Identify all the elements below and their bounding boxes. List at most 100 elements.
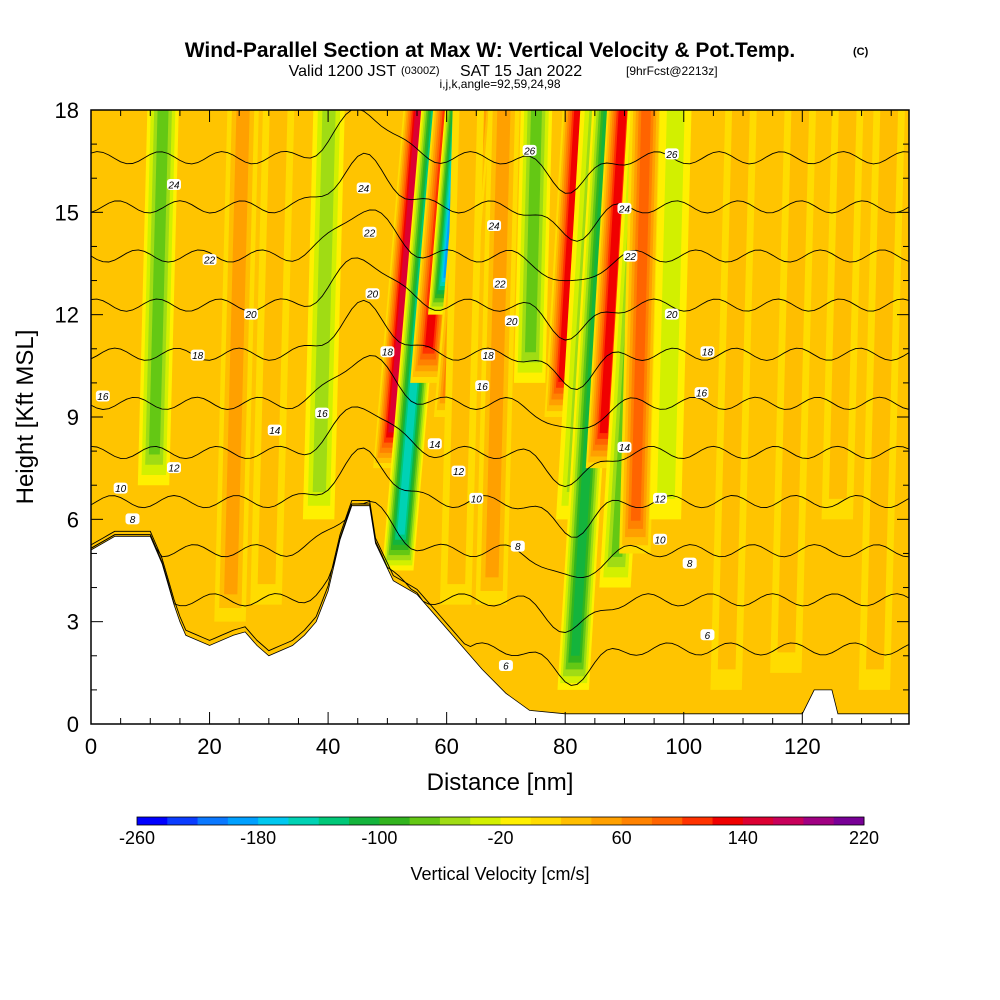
colorbar-swatch: [349, 817, 380, 825]
theta-contour: [91, 406, 909, 487]
plot-area: 24 22 20 18 16 16 14 12 10 8 24 22 20 18 24 22 20 18 16 14 1…: [91, 110, 909, 724]
svg-text:18: 18: [483, 351, 495, 362]
theta-contour: [91, 355, 909, 430]
y-axis: 0 3 6 9 12 15 18: [55, 98, 909, 737]
contour-label: 18: [380, 346, 395, 359]
velocity-band: [865, 110, 899, 670]
svg-text:8: 8: [130, 515, 136, 526]
contour-label: 6: [700, 629, 715, 642]
svg-text:26: 26: [665, 150, 678, 161]
svg-text:24: 24: [488, 221, 501, 232]
contour-label: 18: [481, 349, 496, 362]
contour-label: 10: [469, 492, 484, 505]
contour-label: 24: [617, 202, 632, 215]
velocity-band: [224, 110, 250, 595]
colorbar-swatch: [621, 817, 653, 825]
colorbar-label: 140: [728, 828, 758, 848]
contour-label: 22: [623, 250, 638, 263]
theta-contour: [91, 209, 909, 282]
contour-label: 22: [493, 277, 507, 290]
svg-text:10: 10: [654, 535, 666, 546]
vertical-velocity-field: [137, 110, 905, 690]
colorbar-swatch: [833, 817, 865, 825]
svg-text:12: 12: [654, 494, 666, 505]
contour-label: 24: [487, 219, 502, 232]
contour-label: 14: [267, 424, 282, 437]
colorbar-swatch: [137, 817, 168, 825]
contour-label: 8: [125, 513, 140, 526]
colorbar-swatch: [682, 817, 714, 825]
velocity-band: [828, 110, 857, 499]
colorbar-label: 60: [612, 828, 632, 848]
colorbar-swatch: [773, 817, 804, 825]
y-tick-label: 15: [55, 200, 79, 225]
colorbar-label: -100: [361, 828, 397, 848]
theta-contour: [91, 500, 909, 578]
chart-title: Wind-Parallel Section at Max W: Vertical…: [185, 39, 796, 62]
contour-label: 20: [504, 315, 519, 328]
colorbar-swatch: [803, 817, 835, 825]
colorbar-label: -180: [240, 828, 276, 848]
svg-text:26: 26: [523, 146, 536, 157]
velocity-band: [657, 110, 685, 499]
svg-text:18: 18: [192, 351, 204, 362]
svg-text:22: 22: [363, 228, 376, 239]
y-tick-label: 9: [67, 405, 79, 430]
contour-label: 8: [510, 540, 525, 553]
svg-text:14: 14: [269, 426, 281, 437]
colorbar-label: -260: [119, 828, 155, 848]
colorbar-swatch: [409, 817, 441, 825]
svg-text:12: 12: [453, 467, 465, 478]
contour-label: 6: [498, 660, 513, 673]
velocity-band: [717, 110, 750, 670]
contour-labels: 24 22 20 18 16 16 14 12 10 8 24 22 20 18 24 22 20 18 16 14 1…: [95, 144, 715, 673]
y-tick-label: 6: [67, 507, 79, 532]
valid-time-b: (0300Z): [401, 65, 440, 77]
y-tick-label: 3: [67, 610, 79, 635]
y-tick-label: 12: [55, 303, 79, 328]
svg-text:16: 16: [696, 389, 708, 400]
svg-text:22: 22: [493, 279, 506, 290]
svg-text:24: 24: [618, 204, 631, 215]
contour-label: 26: [664, 148, 679, 161]
velocity-band: [312, 110, 336, 493]
colorbar-swatch: [500, 817, 532, 825]
svg-text:10: 10: [471, 494, 483, 505]
contour-label: 10: [113, 482, 128, 495]
colorbar-swatch: [561, 817, 592, 825]
theta-contour: [91, 447, 909, 538]
svg-text:14: 14: [619, 443, 631, 454]
contour-label: 26: [522, 144, 537, 157]
velocity-band: [485, 110, 511, 578]
velocity-band: [558, 110, 583, 382]
svg-text:14: 14: [429, 440, 441, 451]
colorbar-swatch: [470, 817, 501, 825]
svg-text:8: 8: [515, 542, 521, 553]
contour-label: 20: [664, 308, 679, 321]
svg-text:16: 16: [477, 382, 489, 393]
theta-contour: [91, 299, 909, 390]
contour-label: 14: [427, 438, 442, 451]
svg-text:18: 18: [382, 348, 394, 359]
velocity-band: [599, 110, 627, 434]
potential-temperature-contours: [91, 110, 909, 686]
theta-contour: [91, 503, 909, 633]
colorbar-swatch: [167, 817, 199, 825]
colorbar-frame: [136, 816, 865, 826]
svg-text:16: 16: [317, 409, 329, 420]
svg-text:16: 16: [97, 392, 109, 403]
y-tick-label: 0: [67, 712, 79, 737]
colorbar-swatch: [379, 817, 411, 825]
colorbar-label: 220: [849, 828, 879, 848]
velocity-band: [257, 110, 288, 585]
contour-label: 16: [95, 390, 110, 403]
colorbar-swatch: [742, 817, 774, 825]
contour-label: 14: [617, 441, 632, 454]
contour-label: 18: [190, 349, 205, 362]
colorbar-swatch: [258, 817, 289, 825]
contour-label: 22: [202, 254, 217, 267]
x-tick-label: 100: [665, 734, 702, 759]
contour-label: 20: [365, 288, 380, 301]
colorbar-swatch: [227, 817, 259, 825]
theta-contour: [91, 500, 909, 686]
